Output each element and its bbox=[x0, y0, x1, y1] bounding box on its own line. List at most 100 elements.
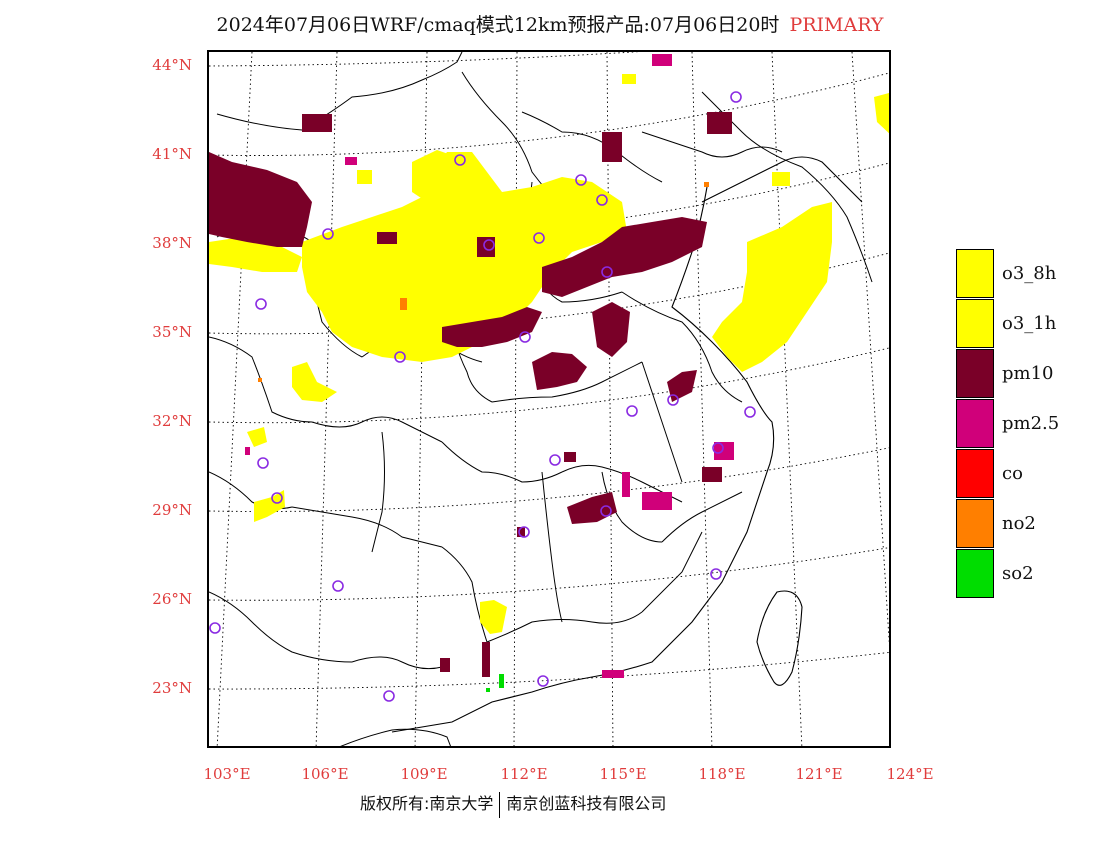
lat-label-29: 29°N bbox=[152, 501, 192, 519]
pm10-patch-cq bbox=[377, 232, 397, 244]
station-marker bbox=[271, 492, 283, 504]
pm25-patch-gd bbox=[602, 670, 624, 678]
pm25-patch-fj bbox=[642, 492, 672, 510]
o3-regions bbox=[209, 74, 889, 634]
station-marker bbox=[744, 406, 756, 418]
taiwan-outline bbox=[756, 590, 803, 686]
legend-swatch-pm10 bbox=[956, 349, 994, 398]
station-markers bbox=[209, 91, 756, 702]
pm25-patch-hb bbox=[345, 157, 357, 165]
legend-label-pm10: pm10 bbox=[1002, 363, 1054, 384]
legend-swatch-so2 bbox=[956, 549, 994, 598]
coastline bbox=[391, 156, 863, 733]
station-marker bbox=[519, 331, 531, 343]
pm10-patch-nm bbox=[302, 114, 332, 132]
legend-swatch-pm25 bbox=[956, 399, 994, 448]
o3-patch-ne bbox=[622, 74, 636, 84]
o3-region-yunnan bbox=[247, 427, 267, 447]
lon-label-121: 121°E bbox=[795, 765, 843, 783]
pm25-patch-zj bbox=[714, 442, 734, 460]
o3-region-yellow-sea bbox=[712, 202, 832, 372]
o3-patch-a bbox=[357, 170, 372, 184]
copyright-owner: 版权所有:南京大学 bbox=[360, 794, 494, 813]
station-marker bbox=[533, 232, 545, 244]
no2-patch-shaanxi bbox=[400, 298, 407, 310]
station-marker bbox=[549, 454, 561, 466]
legend-label-o3-8h: o3_8h bbox=[1002, 263, 1057, 284]
lat-label-35: 35°N bbox=[152, 323, 192, 341]
lat-label-23: 23°N bbox=[152, 679, 192, 697]
legend-label-o3-1h: o3_1h bbox=[1002, 313, 1057, 334]
southern-coast bbox=[340, 728, 451, 746]
longitude-grid bbox=[216, 52, 889, 746]
so2-patch-gd2 bbox=[486, 688, 490, 692]
pm10-patch-gd bbox=[440, 658, 450, 672]
lat-label-44: 44°N bbox=[152, 56, 192, 74]
pm10-region-shandong bbox=[592, 302, 630, 357]
station-marker bbox=[383, 690, 395, 702]
legend-swatch-co bbox=[956, 449, 994, 498]
pm10-patch-beijing bbox=[602, 132, 622, 162]
pm10-patch-liaoning bbox=[707, 112, 732, 134]
minor-pollutant-patches bbox=[258, 182, 709, 692]
lon-label-118: 118°E bbox=[698, 765, 746, 783]
station-marker bbox=[712, 442, 724, 454]
station-marker bbox=[667, 394, 679, 406]
lat-label-38: 38°N bbox=[152, 234, 192, 252]
pm10-patch-hb bbox=[564, 452, 576, 462]
pm10-region-hebei-henan bbox=[542, 217, 707, 297]
no2-patch-sc bbox=[258, 378, 262, 382]
legend-swatch-no2 bbox=[956, 499, 994, 548]
footer-divider bbox=[499, 791, 501, 818]
pm10-regions bbox=[209, 112, 732, 677]
pm10-patch-zhejiang bbox=[702, 467, 722, 482]
legend-label-co: co bbox=[1002, 463, 1023, 484]
pm25-patch-yn bbox=[245, 447, 250, 455]
lat-label-41: 41°N bbox=[152, 145, 192, 163]
lon-label-124: 124°E bbox=[886, 765, 934, 783]
pm25-regions bbox=[245, 54, 734, 678]
o3-region-sichuan bbox=[292, 362, 337, 402]
map-title: 2024年07月06日WRF/cmaq模式12km预报产品:07月06日20时 P… bbox=[0, 10, 1100, 37]
station-marker bbox=[394, 351, 406, 363]
copyright-company: 南京创蓝科技有限公司 bbox=[506, 794, 667, 813]
o3-region-north-china bbox=[302, 152, 627, 362]
o3-region-liaoning bbox=[874, 93, 889, 134]
pollutant-map bbox=[209, 52, 889, 746]
map-panel bbox=[207, 50, 891, 748]
pm10-region-anhui bbox=[532, 352, 587, 390]
title-main: 2024年07月06日WRF/cmaq模式12km预报产品:07月06日20时 bbox=[216, 14, 780, 36]
o3-region-guizhou bbox=[254, 490, 285, 522]
lon-label-106: 106°E bbox=[301, 765, 349, 783]
station-marker bbox=[730, 91, 742, 103]
copyright-footer: 版权所有:南京大学 南京创蓝科技有限公司 bbox=[360, 790, 666, 818]
station-marker bbox=[596, 194, 608, 206]
no2-patch-liaoning bbox=[704, 182, 709, 187]
pm10-region-jiangsu bbox=[667, 370, 697, 402]
lon-label-103: 103°E bbox=[203, 765, 251, 783]
station-marker bbox=[483, 239, 495, 251]
pm10-region-west bbox=[209, 152, 312, 247]
pm10-patch-hunan bbox=[517, 527, 525, 537]
legend-label-pm25: pm2.5 bbox=[1002, 413, 1060, 434]
station-marker bbox=[332, 580, 344, 592]
o3-region-inner-mongolia bbox=[412, 150, 467, 202]
station-marker bbox=[710, 568, 722, 580]
pm10-patch-shanxi bbox=[477, 237, 495, 257]
o3-region-guangxi bbox=[480, 600, 507, 634]
o3-patch-shandong bbox=[772, 172, 790, 186]
station-marker bbox=[322, 228, 334, 240]
station-marker bbox=[209, 622, 221, 634]
legend-label-no2: no2 bbox=[1002, 513, 1036, 534]
lon-label-112: 112°E bbox=[500, 765, 548, 783]
station-marker bbox=[575, 174, 587, 186]
legend-swatch-o3-1h bbox=[956, 299, 994, 348]
station-marker bbox=[518, 526, 530, 538]
station-marker bbox=[537, 675, 549, 687]
station-marker bbox=[255, 298, 267, 310]
pm10-region-central bbox=[442, 307, 542, 347]
station-marker bbox=[257, 457, 269, 469]
title-primary-tag: PRIMARY bbox=[789, 14, 884, 36]
legend-swatch-o3-8h bbox=[956, 249, 994, 298]
legend-label-so2: so2 bbox=[1002, 563, 1034, 584]
